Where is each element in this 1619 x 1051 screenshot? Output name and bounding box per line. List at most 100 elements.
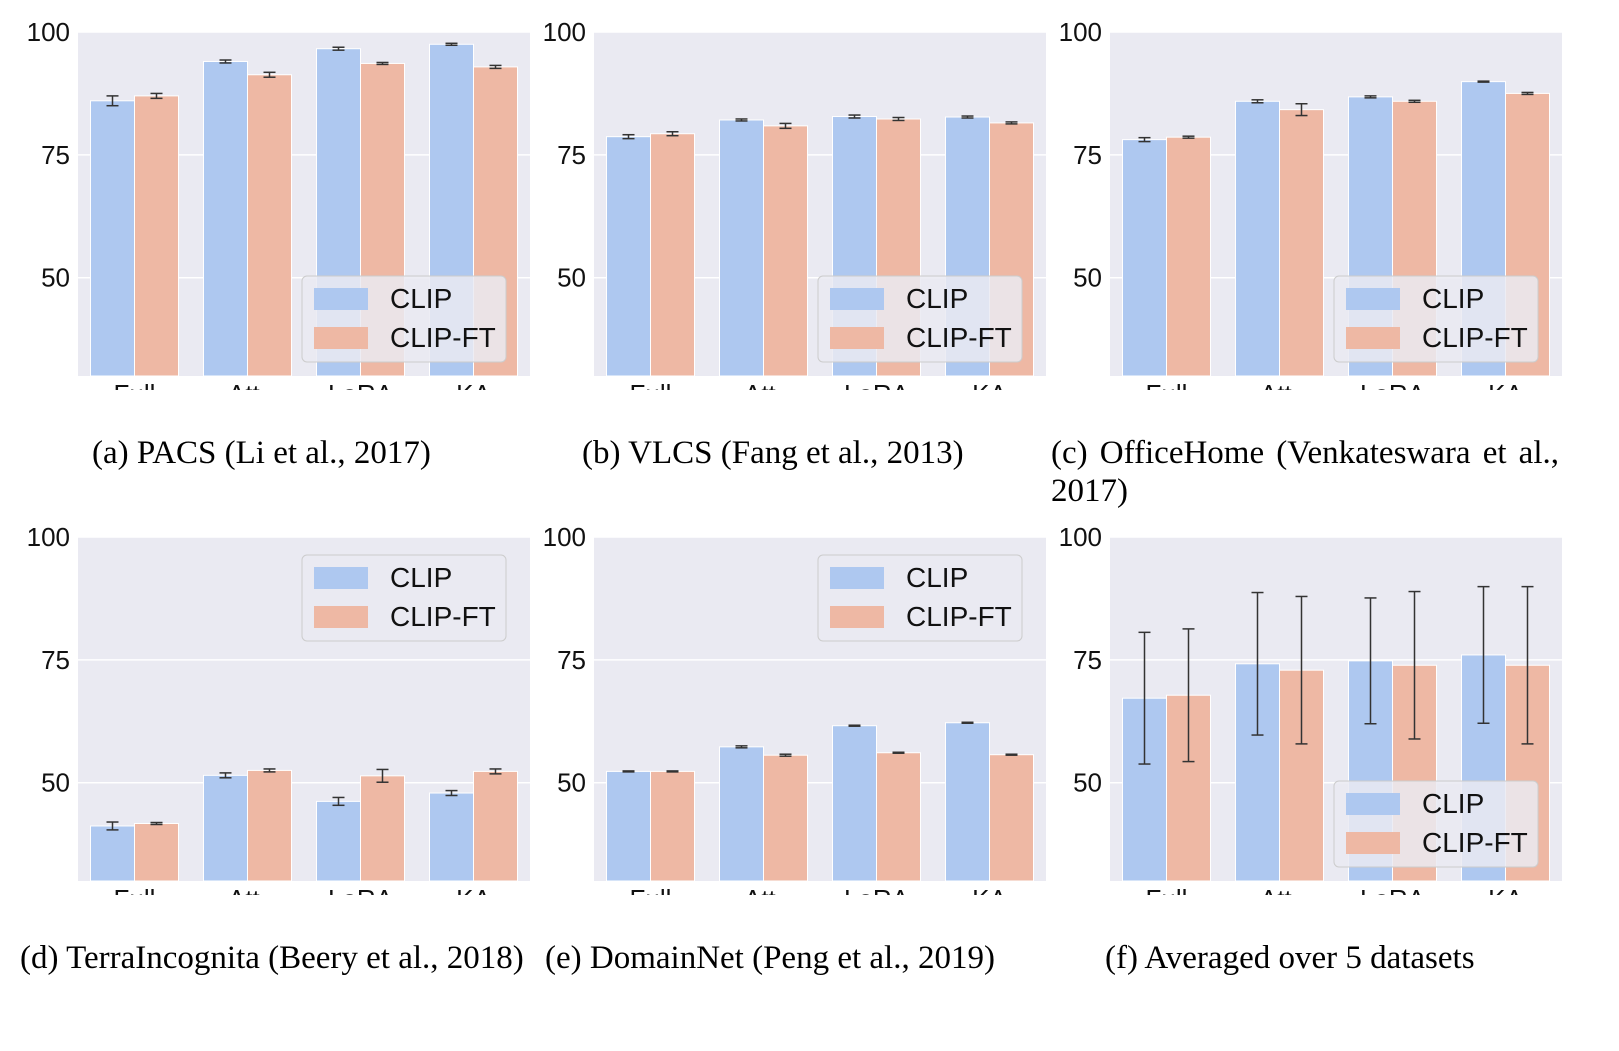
x-tick-label: KA [456,379,491,390]
legend-label: CLIP [1422,788,1484,819]
bar [134,95,179,377]
bar [247,74,292,377]
chart-panel: 50 75 100 Full Att. LoRA KA CLIP CLIP-FT [0,0,535,390]
y-tick-label: 50 [557,768,586,798]
y-tick-label: 100 [27,17,70,47]
figure-caption: (f) Averaged over 5 datasets [1105,940,1475,976]
bar [763,125,808,377]
legend: CLIP CLIP-FT [301,275,507,363]
x-tick-label: LoRA [328,379,394,390]
figure-caption: (a) PACS (Li et al., 2017) [92,435,431,471]
x-tick-label: Full [114,884,156,895]
x-tick-label: Full [630,379,672,390]
legend-label: CLIP [390,283,452,314]
bar [945,722,990,882]
x-tick-label: KA [1488,379,1523,390]
legend-label: CLIP-FT [390,601,496,632]
legend-label: CLIP [1422,283,1484,314]
chart-panel: 50 75 100 Full Att. LoRA KA CLIP CLIP-FT [516,0,1051,390]
chart-svg: 50 75 100 Full Att. LoRA KA CLIP CLIP-FT [1059,17,1562,390]
legend-swatch [830,567,884,589]
y-tick-label: 50 [557,263,586,293]
legend-label: CLIP-FT [906,322,1012,353]
bar [650,770,695,882]
x-tick-label: Att. [228,884,267,895]
bar [650,133,695,377]
x-tick-label: Att. [228,379,267,390]
y-tick-label: 50 [1073,263,1102,293]
x-tick-label: LoRA [1360,884,1426,895]
legend-swatch [314,606,368,628]
legend-label: CLIP [906,562,968,593]
bar [606,770,651,882]
x-tick-label: Att. [744,884,783,895]
x-tick-label: Full [630,884,672,895]
x-tick-label: KA [972,884,1007,895]
legend-label: CLIP-FT [1422,827,1528,858]
figure-caption: (b) VLCS (Fang et al., 2013) [582,435,964,471]
legend-label: CLIP-FT [390,322,496,353]
x-tick-label: Att. [744,379,783,390]
legend-label: CLIP-FT [906,601,1012,632]
chart-svg: 50 75 100 Full Att. LoRA KA CLIP CLIP-FT [1059,522,1562,895]
figure-caption: (e) DomainNet (Peng et al., 2019) [545,940,995,976]
legend-swatch [830,288,884,310]
x-tick-label: KA [1488,884,1523,895]
figure-caption: (d) TerraIncognita (Beery et al., 2018) [20,940,524,976]
legend-swatch [830,606,884,628]
bar [247,769,292,882]
x-tick-label: LoRA [1360,379,1426,390]
x-tick-label: Att. [1260,884,1299,895]
y-tick-label: 75 [557,645,586,675]
legend-swatch [314,567,368,589]
legend: CLIP CLIP-FT [1333,780,1539,868]
legend: CLIP CLIP-FT [817,554,1023,642]
chart-svg: 50 75 100 Full Att. LoRA KA CLIP CLIP-FT [543,17,1046,390]
x-tick-label: Full [1146,884,1188,895]
chart-svg: 50 75 100 Full Att. LoRA KA CLIP CLIP-FT [543,522,1046,895]
chart-panel: 50 75 100 Full Att. LoRA KA CLIP CLIP-FT [1032,505,1567,895]
y-tick-label: 50 [1073,768,1102,798]
x-tick-label: Att. [1260,379,1299,390]
y-tick-label: 100 [27,522,70,552]
legend-swatch [1346,327,1400,349]
y-tick-label: 100 [543,17,586,47]
legend-swatch [314,288,368,310]
y-tick-label: 75 [1073,645,1102,675]
y-tick-label: 50 [41,768,70,798]
y-tick-label: 75 [41,645,70,675]
legend: CLIP CLIP-FT [301,554,507,642]
bar [1279,109,1324,377]
y-tick-label: 75 [557,140,586,170]
bar [90,825,135,882]
chart-panel: 50 75 100 Full Att. LoRA KA CLIP CLIP-FT [1032,0,1567,390]
chart-svg: 50 75 100 Full Att. LoRA KA CLIP CLIP-FT [27,522,530,895]
x-tick-label: Full [1146,379,1188,390]
x-tick-label: KA [456,884,491,895]
legend: CLIP CLIP-FT [817,275,1023,363]
y-tick-label: 50 [41,263,70,293]
bar [606,136,651,377]
bar [316,800,361,882]
chart-svg: 50 75 100 Full Att. LoRA KA CLIP CLIP-FT [27,17,530,390]
y-tick-label: 75 [41,140,70,170]
x-tick-label: Full [114,379,156,390]
x-tick-label: LoRA [844,884,910,895]
bar [876,752,921,882]
bar [832,725,877,882]
bar [360,775,405,882]
bar [429,792,474,882]
y-tick-label: 100 [1059,522,1102,552]
bar [1166,136,1211,377]
bar [203,60,248,377]
y-tick-label: 75 [1073,140,1102,170]
figure-caption: (c) OfficeHome (Venkateswara et al., 201… [1051,435,1559,509]
bar [134,823,179,882]
bar [719,119,764,377]
bar [90,100,135,377]
bar [473,770,518,882]
bar [763,754,808,882]
legend-label: CLIP-FT [1422,322,1528,353]
bar [719,746,764,882]
legend-label: CLIP [390,562,452,593]
